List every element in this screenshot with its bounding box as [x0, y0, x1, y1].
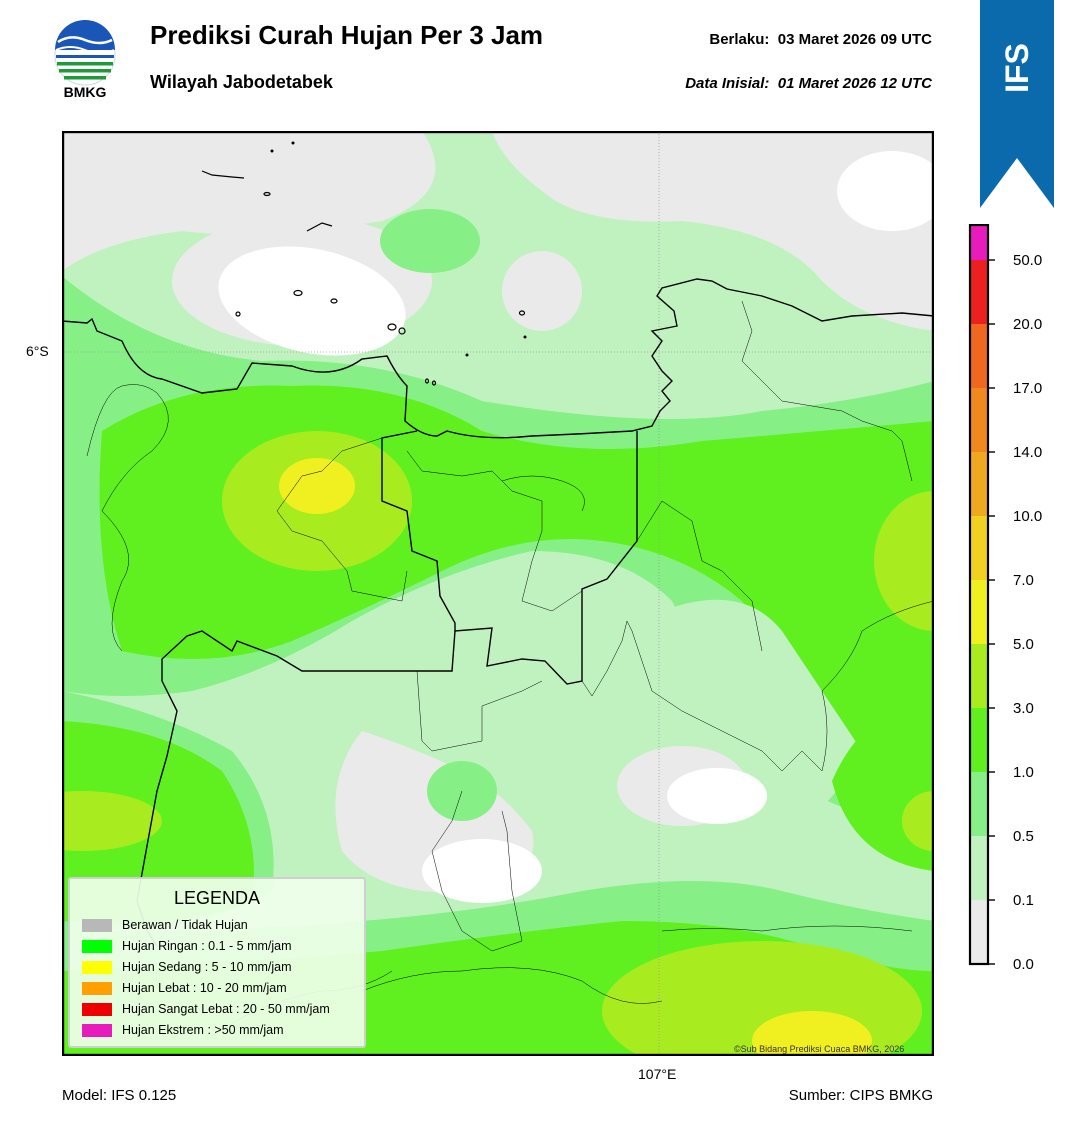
init-time-row: Data Inisial: 01 Maret 2026 12 UTC [685, 75, 932, 92]
colorbar-tick-label: 5.0 [1013, 636, 1034, 653]
colorbar-tick-label: 1.0 [1013, 764, 1034, 781]
logo-text: BMKG [63, 84, 107, 100]
colorbar-tick-label: 20.0 [1013, 316, 1042, 333]
legend-label: Berawan / Tidak Hujan [122, 918, 248, 932]
model-label: Model: IFS 0.125 [62, 1087, 177, 1104]
colorbar-tick-label: 17.0 [1013, 380, 1042, 397]
colorbar-segment [970, 580, 988, 644]
colorbar-segment [970, 516, 988, 580]
colorbar-segment [970, 836, 988, 900]
colorbar-segment [970, 900, 988, 964]
legend-item-moderate-rain: Hujan Sedang : 5 - 10 mm/jam [82, 959, 292, 975]
source-label: Sumber: CIPS BMKG [788, 1087, 933, 1104]
valid-label: Berlaku: [709, 31, 770, 48]
colorbar-tick-label: 7.0 [1013, 572, 1034, 589]
colorbar-tick-label: 0.5 [1013, 828, 1034, 845]
rainfall-colorbar: 0.0 0.1 0.5 1.0 3.0 5.0 7.0 10.0 14.0 17.0 20.0 50.… [968, 224, 1042, 970]
legend-swatch [82, 939, 112, 953]
legend-swatch [82, 1023, 112, 1037]
ifs-badge: IFS [980, 0, 1054, 208]
legend-label: Hujan Ringan : 0.1 - 5 mm/jam [122, 939, 292, 953]
legend-item-cloudy: Berawan / Tidak Hujan [82, 917, 248, 933]
colorbar-tick-label: 10.0 [1013, 508, 1042, 525]
colorbar-segment [970, 260, 988, 324]
colorbar-segment [970, 644, 988, 708]
colorbar-tick-label: 14.0 [1013, 444, 1042, 461]
rainfall-map [62, 131, 934, 1056]
colorbar-tick-label: 0.0 [1013, 956, 1034, 970]
map-legend: LEGENDA Berawan / Tidak Hujan Hujan Ring… [68, 877, 366, 1048]
legend-label: Hujan Lebat : 10 - 20 mm/jam [122, 981, 287, 995]
latitude-label: 6°S [26, 343, 49, 359]
legend-item-light-rain: Hujan Ringan : 0.1 - 5 mm/jam [82, 938, 292, 954]
legend-title: LEGENDA [173, 888, 261, 908]
colorbar-segment [970, 324, 988, 388]
legend-label: Hujan Sangat Lebat : 20 - 50 mm/jam [122, 1002, 330, 1016]
colorbar-tick-label: 3.0 [1013, 700, 1034, 717]
longitude-label: 107°E [638, 1066, 677, 1082]
legend-label: Hujan Sedang : 5 - 10 mm/jam [122, 960, 292, 974]
legend-swatch [82, 1002, 112, 1016]
colorbar-segment [970, 452, 988, 516]
legend-swatch [82, 960, 112, 974]
legend-item-heavy-rain: Hujan Lebat : 10 - 20 mm/jam [82, 980, 287, 996]
bmkg-logo [54, 20, 116, 86]
legend-item-extreme-rain: Hujan Ekstrem : >50 mm/jam [82, 1022, 284, 1038]
ifs-badge-text: IFS [999, 43, 1035, 93]
colorbar-segment [970, 708, 988, 772]
colorbar-segment [970, 388, 988, 452]
valid-time: 03 Maret 2026 09 UTC [777, 31, 932, 48]
init-time: 01 Maret 2026 12 UTC [777, 75, 932, 92]
colorbar-segment [970, 772, 988, 836]
legend-swatch [82, 918, 112, 932]
map-copyright: ©Sub Bidang Prediksi Cuaca BMKG, 2026 [734, 1044, 905, 1054]
colorbar-segment [970, 225, 988, 260]
colorbar-tick-label: 50.0 [1013, 252, 1042, 269]
colorbar-tick-label: 0.1 [1013, 892, 1034, 909]
init-label: Data Inisial: [685, 75, 770, 92]
legend-swatch [82, 981, 112, 995]
page-subtitle: Wilayah Jabodetabek [150, 72, 333, 92]
legend-item-very-heavy-rain: Hujan Sangat Lebat : 20 - 50 mm/jam [82, 1001, 330, 1017]
valid-time-row: Berlaku: 03 Maret 2026 09 UTC [709, 31, 932, 48]
page-title: Prediksi Curah Hujan Per 3 Jam [150, 20, 544, 50]
legend-label: Hujan Ekstrem : >50 mm/jam [122, 1023, 284, 1037]
